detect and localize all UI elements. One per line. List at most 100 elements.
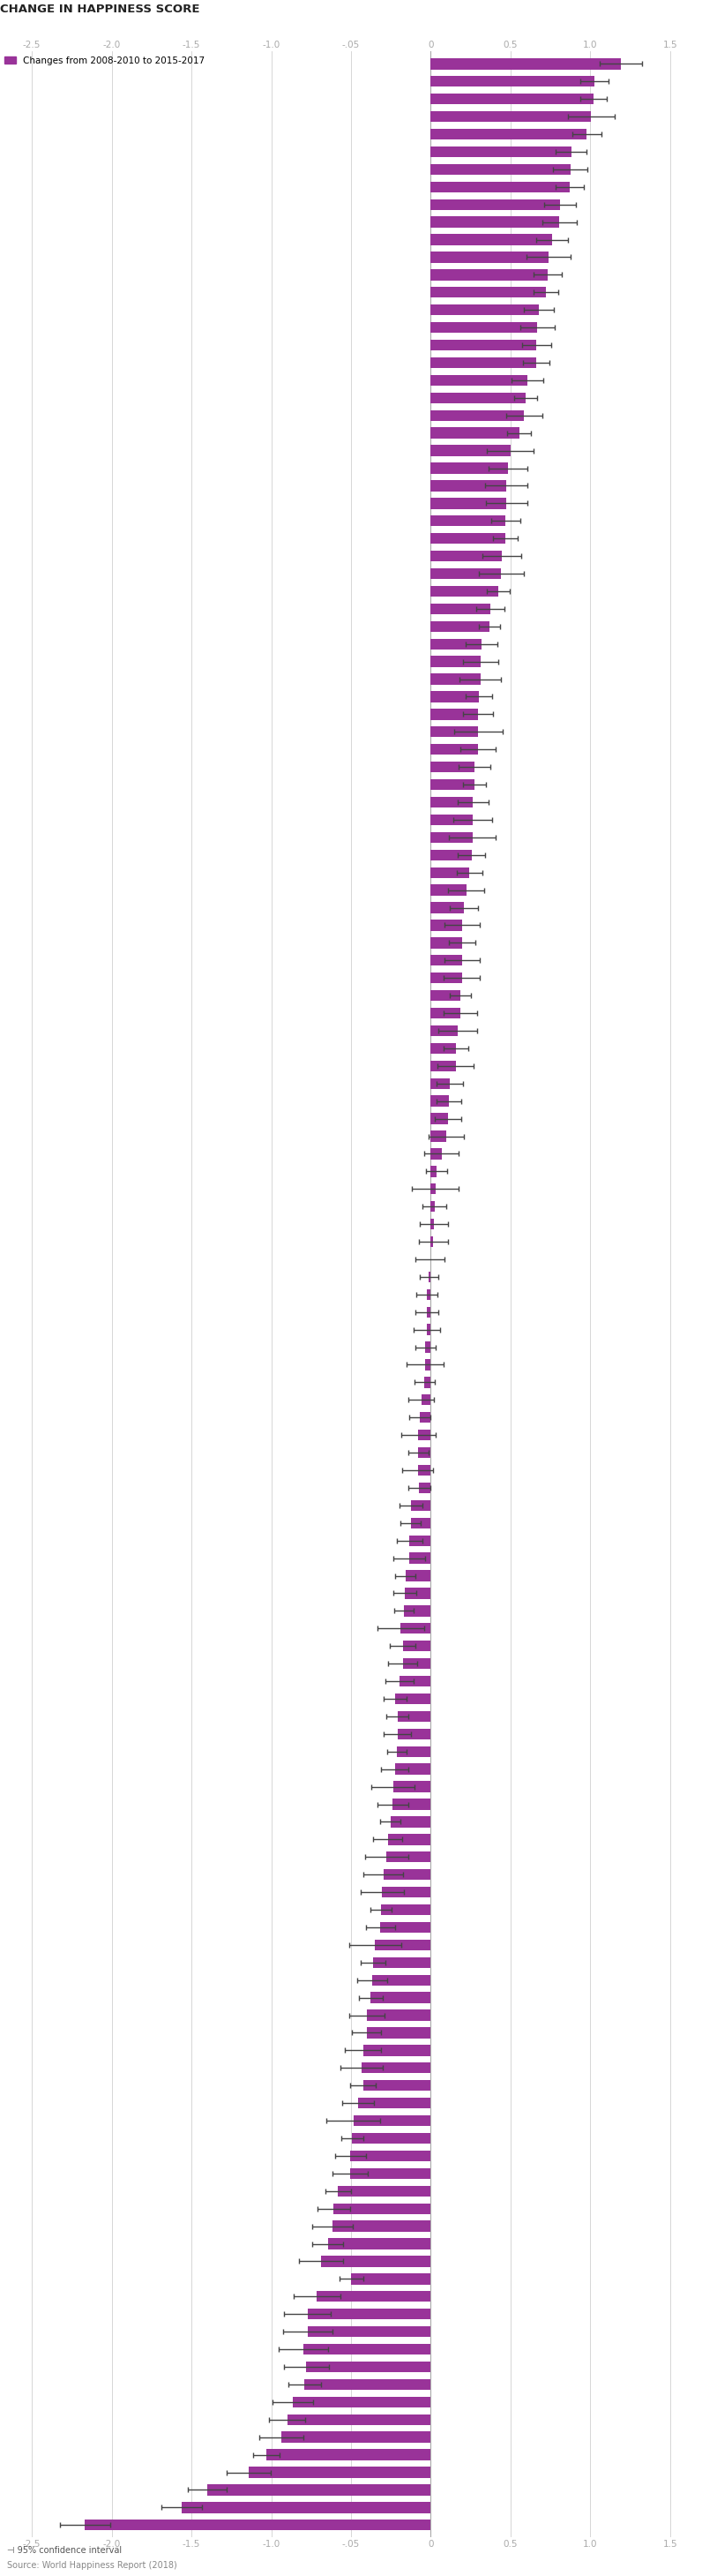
Bar: [401, 1623, 431, 1633]
Bar: [431, 1149, 442, 1159]
Bar: [431, 75, 595, 88]
Bar: [431, 778, 475, 791]
Bar: [367, 2009, 431, 2020]
Bar: [431, 111, 591, 121]
Bar: [431, 1095, 449, 1108]
Text: ⊣ 95% confidence interval: ⊣ 95% confidence interval: [7, 2545, 121, 2555]
Bar: [431, 497, 506, 510]
Bar: [431, 340, 536, 350]
Bar: [352, 2133, 431, 2143]
Bar: [351, 2275, 431, 2285]
Bar: [418, 1466, 431, 1476]
Bar: [431, 304, 539, 314]
Bar: [431, 974, 462, 984]
Bar: [420, 1412, 431, 1422]
Bar: [431, 1200, 435, 1211]
Bar: [328, 2239, 431, 2249]
Bar: [431, 657, 481, 667]
Bar: [431, 1007, 461, 1018]
Bar: [382, 1886, 431, 1899]
Bar: [427, 1288, 431, 1301]
Bar: [366, 2027, 431, 2038]
Bar: [409, 1535, 431, 1546]
Bar: [431, 1077, 450, 1090]
Bar: [207, 2483, 431, 2496]
Bar: [431, 198, 560, 209]
Bar: [431, 708, 478, 719]
Bar: [431, 1131, 446, 1141]
Bar: [373, 1958, 431, 1968]
Bar: [307, 2326, 431, 2336]
Bar: [411, 1517, 431, 1528]
Bar: [431, 410, 524, 420]
Bar: [431, 850, 472, 860]
Bar: [409, 1553, 431, 1564]
Bar: [431, 603, 491, 613]
Bar: [431, 428, 519, 438]
Bar: [305, 2380, 431, 2391]
Bar: [431, 180, 569, 193]
Bar: [431, 902, 464, 912]
Bar: [431, 270, 548, 281]
Bar: [431, 832, 472, 842]
Bar: [249, 2468, 431, 2478]
Bar: [395, 1765, 431, 1775]
Bar: [431, 956, 462, 966]
Bar: [431, 147, 571, 157]
Bar: [431, 1167, 437, 1177]
Bar: [418, 1430, 431, 1440]
Bar: [399, 1677, 431, 1687]
Bar: [425, 1378, 431, 1388]
Bar: [372, 1976, 431, 1986]
Bar: [350, 2151, 431, 2161]
Bar: [397, 1728, 431, 1739]
Bar: [419, 1481, 431, 1494]
Bar: [353, 2115, 431, 2125]
Bar: [282, 2432, 431, 2442]
Bar: [380, 1904, 431, 1914]
Bar: [431, 675, 480, 685]
Bar: [363, 2079, 431, 2092]
Bar: [404, 1605, 431, 1615]
Bar: [431, 551, 502, 562]
Bar: [431, 690, 479, 703]
Bar: [303, 2344, 431, 2354]
Bar: [321, 2257, 431, 2267]
Text: Source: World Happiness Report (2018): Source: World Happiness Report (2018): [7, 2561, 177, 2571]
Bar: [332, 2221, 431, 2231]
Bar: [431, 165, 570, 175]
Bar: [287, 2414, 431, 2424]
Bar: [393, 1780, 431, 1793]
Bar: [306, 2362, 431, 2372]
Bar: [431, 726, 478, 737]
Bar: [431, 464, 508, 474]
Bar: [431, 479, 506, 492]
Bar: [431, 868, 470, 878]
Bar: [431, 796, 473, 809]
Bar: [431, 392, 525, 404]
Bar: [431, 569, 501, 580]
Bar: [431, 989, 461, 1002]
Bar: [386, 1852, 431, 1862]
Bar: [431, 938, 462, 948]
Bar: [358, 2097, 431, 2110]
Bar: [431, 1061, 456, 1072]
Bar: [429, 1273, 431, 1283]
Bar: [431, 358, 536, 368]
Bar: [431, 585, 498, 598]
Bar: [431, 234, 552, 245]
Bar: [431, 920, 462, 930]
Bar: [431, 216, 559, 227]
Bar: [431, 1236, 433, 1247]
Bar: [431, 252, 549, 263]
Bar: [431, 59, 621, 70]
Bar: [380, 1922, 431, 1932]
Bar: [403, 1641, 431, 1651]
Bar: [293, 2396, 431, 2409]
Bar: [395, 1692, 431, 1705]
Bar: [317, 2290, 431, 2303]
Bar: [418, 1448, 431, 1458]
Bar: [431, 884, 466, 896]
Bar: [362, 2063, 431, 2074]
Bar: [350, 2169, 431, 2179]
